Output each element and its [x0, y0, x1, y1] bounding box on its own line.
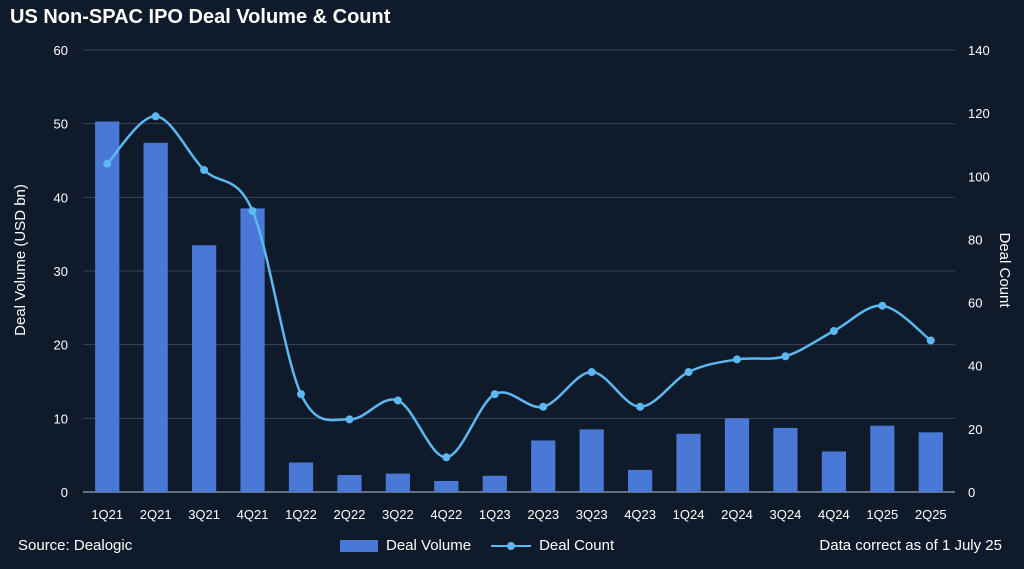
y-tick-label-right: 80 [968, 232, 982, 247]
y-tick-label-right: 140 [968, 43, 990, 58]
point-deal-count [829, 326, 838, 335]
point-deal-count [587, 368, 596, 377]
y-tick-label-right: 120 [968, 106, 990, 121]
deal-count-line [103, 112, 935, 462]
bar-deal-volume [288, 462, 314, 492]
x-tick-label: 1Q25 [866, 507, 898, 522]
point-deal-count [539, 402, 548, 411]
y-tick-label-right: 40 [968, 359, 982, 374]
bar-deal-volume [434, 480, 459, 492]
point-deal-count [151, 112, 160, 121]
point-deal-count [878, 301, 887, 310]
bar-deal-volume [724, 418, 750, 492]
y-tick-label-right: 60 [968, 296, 982, 311]
point-deal-count [636, 402, 645, 411]
x-tick-label: 3Q22 [382, 507, 414, 522]
y-tick-label-right: 0 [968, 485, 975, 500]
bar-deal-volume [773, 427, 798, 492]
point-deal-count [103, 159, 112, 168]
point-deal-count [297, 390, 305, 399]
point-deal-count [684, 368, 693, 377]
source-note: Source: Dealogic [18, 537, 133, 554]
bar-deal-volume [628, 469, 653, 492]
bar-deal-volume [385, 473, 410, 492]
x-tick-label: 3Q24 [770, 507, 802, 522]
y-tick-label-left: 0 [61, 485, 68, 500]
point-deal-count [393, 396, 402, 405]
x-tick-label: 2Q21 [140, 507, 172, 522]
x-tick-label: 2Q25 [915, 507, 947, 522]
point-deal-count [490, 390, 499, 399]
y-tick-label-right: 100 [968, 169, 990, 184]
data-date-note: Data correct as of 1 July 25 [819, 537, 1002, 554]
bar-deal-volume [676, 433, 701, 492]
y-axis-title-right: Deal Count [996, 232, 1013, 308]
y-tick-label-left: 60 [54, 43, 68, 58]
bar-deal-volume [870, 425, 895, 492]
bar-deal-volume [579, 429, 604, 492]
x-tick-label: 2Q24 [721, 507, 753, 522]
x-tick-label: 2Q22 [334, 507, 366, 522]
y-axis-title-left: Deal Volume (USD bn) [12, 184, 29, 336]
x-tick-label: 1Q21 [91, 507, 123, 522]
point-deal-count [781, 352, 790, 361]
y-tick-label-right: 20 [968, 422, 982, 437]
point-deal-count [200, 165, 209, 174]
bar-deal-volume [531, 440, 556, 492]
legend-bar-swatch [340, 539, 378, 552]
bar-deal-volume [192, 245, 217, 492]
x-tick-label: 4Q23 [624, 507, 656, 522]
axis-tick-labels: 0 10 20 30 40 50 60 0 20 40 60 80 100 120 140 1Q21 2Q21 3… [54, 43, 990, 522]
y-tick-label-left: 50 [54, 117, 68, 132]
point-deal-count [248, 207, 257, 216]
point-deal-count [926, 336, 935, 345]
legend: Deal Volume Deal Count [340, 537, 614, 554]
x-tick-label: 3Q23 [576, 507, 608, 522]
x-tick-label: 2Q23 [527, 507, 559, 522]
line-deal-count [106, 115, 932, 459]
chart-title: US Non-SPAC IPO Deal Volume & Count [10, 6, 391, 28]
legend-item-deal-count: Deal Count [491, 537, 614, 554]
y-tick-label-left: 30 [54, 264, 68, 279]
bar-deal-volume [482, 475, 507, 492]
bar-deal-volume [143, 142, 168, 492]
bar-deal-volume [95, 121, 120, 492]
x-tick-label: 4Q21 [237, 507, 269, 522]
bar-deal-volume [918, 432, 943, 492]
deal-volume-bars [95, 121, 943, 492]
bar-deal-volume [240, 208, 265, 492]
point-deal-count [442, 453, 451, 462]
legend-line-swatch [491, 540, 532, 552]
point-deal-count [345, 415, 354, 424]
bar-deal-volume [337, 475, 362, 492]
x-tick-label: 1Q24 [673, 507, 705, 522]
y-tick-label-left: 20 [54, 338, 68, 353]
legend-label-deal-count: Deal Count [539, 537, 615, 554]
x-tick-label: 4Q24 [818, 507, 850, 522]
x-tick-label: 3Q21 [188, 507, 220, 522]
legend-label-deal-volume: Deal Volume [386, 537, 472, 554]
bar-deal-volume [821, 451, 846, 492]
x-tick-label: 1Q22 [285, 507, 317, 522]
y-tick-label-left: 40 [54, 190, 68, 205]
x-tick-label: 4Q22 [430, 507, 462, 522]
point-deal-count [733, 355, 741, 364]
legend-item-deal-volume: Deal Volume [340, 537, 471, 554]
x-tick-label: 1Q23 [479, 507, 511, 522]
y-tick-label-left: 10 [54, 411, 68, 426]
